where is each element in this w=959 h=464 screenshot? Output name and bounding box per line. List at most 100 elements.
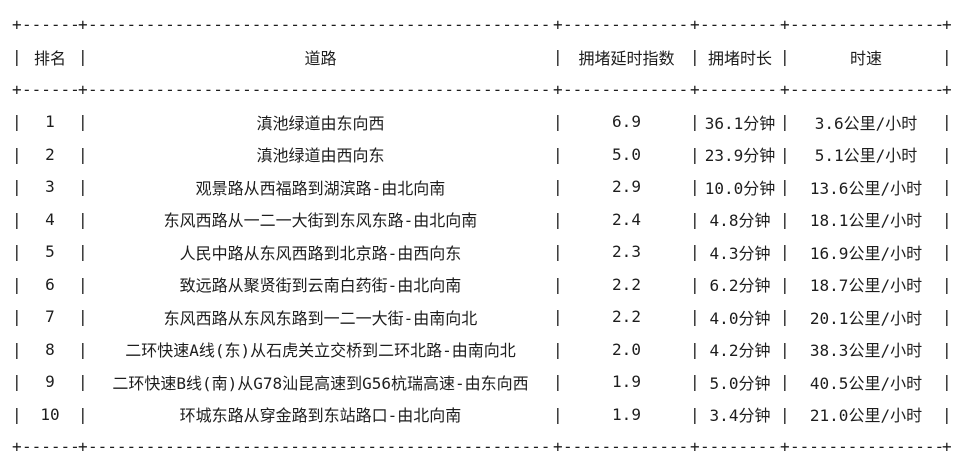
border-bar: |: [780, 47, 790, 67]
header-cell-delay_index: | 拥堵延时指数: [553, 41, 695, 74]
border-bar: |: [942, 404, 952, 424]
border-dashes: ----------------------------------------…: [22, 437, 78, 457]
border-bar: |: [780, 177, 790, 197]
border-bar: |: [12, 404, 22, 424]
border-bar: |: [553, 274, 563, 294]
column-header-label: 时速: [849, 48, 882, 68]
border-segment: +---------------------------------------…: [12, 8, 83, 41]
border-bar: |: [690, 112, 700, 132]
border-bar: |: [690, 404, 700, 424]
cell-speed: | 21.0公里/小时: [780, 398, 947, 431]
cell-road: | 滇池绿道由东向西: [78, 106, 558, 139]
border-bar: |: [12, 274, 22, 294]
cell-value: 4: [45, 209, 55, 229]
border-segment: +---------------------------------------…: [690, 431, 785, 464]
border-bar: |: [553, 372, 563, 392]
border-junction: +: [12, 79, 22, 99]
table-row: | 3 | 观景路从西福路到湖滨路-由北向南 | 2.9 | 10.0分钟 | 13.6公里/小时…: [12, 171, 952, 204]
table-border-row: +---------------------------------------…: [12, 431, 952, 464]
column-header-label: 拥堵延时指数: [578, 48, 675, 68]
cell-value: 1: [45, 112, 55, 132]
table-row: | 1 | 滇池绿道由东向西 | 6.9 | 36.1分钟 | 3.6公里/小时 |: [12, 106, 952, 139]
cell-rank: | 5: [12, 236, 83, 269]
border-segment: +---------------------------------------…: [553, 431, 695, 464]
border-bar: |: [78, 177, 88, 197]
cell-value: 4.3分钟: [709, 243, 771, 263]
border-bar: |: [553, 112, 563, 132]
border-dashes: ----------------------------------------…: [700, 14, 780, 34]
border-bar: |: [12, 177, 22, 197]
cell-speed: | 18.7公里/小时: [780, 268, 947, 301]
cell-delay_index: | 6.9: [553, 106, 695, 139]
cell-delay_index: | 2.9: [553, 171, 695, 204]
border-junction: +: [942, 437, 952, 457]
cell-road: | 致远路从聚贤街到云南白药街-由北向南: [78, 268, 558, 301]
border-dashes: ----------------------------------------…: [700, 79, 780, 99]
border-segment: +---------------------------------------…: [780, 73, 947, 106]
border-bar: |: [942, 177, 952, 197]
border-dashes: ----------------------------------------…: [790, 79, 942, 99]
border-bar: |: [942, 242, 952, 262]
cell-rank: | 3: [12, 171, 83, 204]
cell-rank: | 9: [12, 366, 83, 399]
header-cell-road: | 道路: [78, 41, 558, 74]
border-junction: +: [942, 79, 952, 99]
cell-value: 环城东路从穿金路到东站路口-由北向南: [179, 406, 462, 426]
congestion-ranking-table: +---------------------------------------…: [12, 8, 952, 464]
border-junction: +: [78, 79, 88, 99]
cell-value: 13.6公里/小时: [809, 178, 923, 198]
border-bar: |: [553, 47, 563, 67]
border-bar: |: [780, 144, 790, 164]
border-junction: +: [690, 437, 700, 457]
border-bar: |: [553, 307, 563, 327]
table-row: | 9 | 二环快速B线(南)从G78汕昆高速到G56杭瑞高速-由东向西 | 1.9 | 5.…: [12, 366, 952, 399]
border-bar: |: [12, 209, 22, 229]
border-bar: |: [553, 177, 563, 197]
border-bar: |: [690, 144, 700, 164]
cell-value: 23.9分钟: [704, 146, 776, 166]
cell-duration: | 36.1分钟: [690, 106, 785, 139]
cell-value: 观景路从西福路到湖滨路-由北向南: [195, 178, 446, 198]
cell-road: | 二环快速B线(南)从G78汕昆高速到G56杭瑞高速-由东向西: [78, 366, 558, 399]
border-segment: +---------------------------------------…: [12, 73, 83, 106]
border-bar: |: [690, 177, 700, 197]
cell-value: 3.4分钟: [709, 406, 771, 426]
cell-delay_index: | 1.9: [553, 366, 695, 399]
cell-value: 东风西路从东风东路到一二一大街-由南向北: [163, 308, 478, 328]
border-segment: +---------------------------------------…: [690, 73, 785, 106]
cell-rank: | 1: [12, 106, 83, 139]
cell-value: 5: [45, 242, 55, 262]
border-junction: +: [12, 437, 22, 457]
border-bar: |: [78, 144, 88, 164]
border-bar: |: [12, 339, 22, 359]
border-bar: |: [780, 274, 790, 294]
cell-value: 6: [45, 274, 55, 294]
cell-value: 2.4: [612, 209, 641, 229]
cell-value: 7: [45, 307, 55, 327]
cell-value: 2.2: [612, 307, 641, 327]
cell-delay_index: | 2.2: [553, 301, 695, 334]
border-bar: |: [12, 112, 22, 132]
cell-value: 滇池绿道由东向西: [256, 113, 385, 133]
cell-rank: | 8: [12, 333, 83, 366]
cell-value: 5.0分钟: [709, 373, 771, 393]
border-segment: +---------------------------------------…: [78, 431, 558, 464]
border-bar: |: [690, 242, 700, 262]
border-dashes: ----------------------------------------…: [563, 437, 690, 457]
border-segment: +---------------------------------------…: [553, 73, 695, 106]
border-bar: |: [942, 209, 952, 229]
cell-value: 16.9公里/小时: [809, 243, 923, 263]
cell-value: 21.0公里/小时: [809, 406, 923, 426]
cell-speed: | 40.5公里/小时: [780, 366, 947, 399]
table-header-row: | 排名 | 道路 | 拥堵延时指数 | 拥堵时长 | 时速 |: [12, 41, 952, 74]
border-junction: +: [690, 79, 700, 99]
border-bar: |: [78, 209, 88, 229]
border-segment: +---------------------------------------…: [690, 8, 785, 41]
border-dashes: ----------------------------------------…: [22, 14, 78, 34]
border-junction: +: [780, 79, 790, 99]
border-segment: +---------------------------------------…: [553, 8, 695, 41]
cell-duration: | 4.0分钟: [690, 301, 785, 334]
border-dashes: ----------------------------------------…: [790, 437, 942, 457]
cell-value: 2.9: [612, 177, 641, 197]
border-segment: +---------------------------------------…: [78, 73, 558, 106]
